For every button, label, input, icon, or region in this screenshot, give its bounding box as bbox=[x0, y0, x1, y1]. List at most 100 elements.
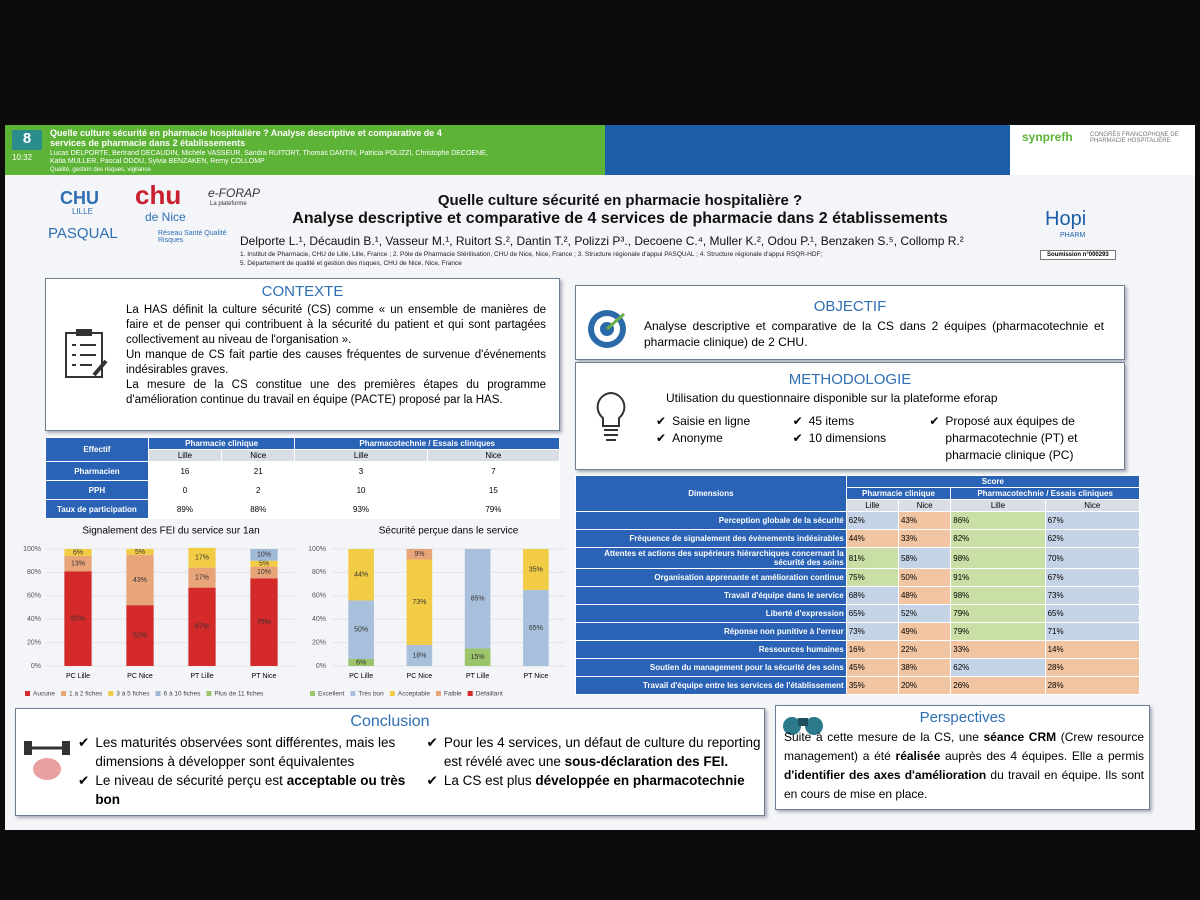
value-cell: 2 bbox=[221, 480, 296, 500]
row-label: Réponse non punitive à l'erreur bbox=[575, 622, 847, 641]
conclusion-text: Le niveau de sécurité perçu est acceptab… bbox=[95, 771, 414, 809]
bar-segment bbox=[348, 600, 374, 659]
objectif-box: OBJECTIF Analyse descriptive et comparat… bbox=[575, 285, 1125, 360]
value-cell: 45% bbox=[845, 658, 899, 677]
value-cell: 62% bbox=[1044, 529, 1141, 548]
value-cell: 49% bbox=[897, 622, 952, 641]
legend-label: Faible bbox=[444, 691, 462, 698]
bar-segment bbox=[406, 559, 433, 645]
sub-cell: Lille bbox=[950, 499, 1046, 512]
value-cell: 20% bbox=[897, 676, 952, 695]
legend-swatch bbox=[435, 691, 441, 696]
x-tick-label: PC Lille bbox=[349, 673, 373, 680]
value-label: 5% bbox=[135, 549, 145, 556]
value-cell: 79% bbox=[950, 622, 1046, 641]
sub-cell: Nice bbox=[426, 449, 561, 462]
chart-securite: Sécurité perçue dans le service 0% 20% 40% 6… bbox=[308, 526, 565, 698]
bar-segment bbox=[250, 566, 278, 579]
value-cell: 70% bbox=[1044, 547, 1141, 569]
y-tick-label: 20% bbox=[27, 639, 41, 646]
x-tick-label: PT Nice bbox=[252, 673, 277, 680]
value-cell: 89% bbox=[147, 499, 223, 519]
value-cell: 48% bbox=[897, 586, 952, 605]
row-label: Liberté d'expression bbox=[575, 604, 847, 623]
sub-cell: Nice bbox=[1044, 499, 1141, 512]
sub-cell: Nice bbox=[221, 449, 296, 462]
row-label: Organisation apprenante et amélioration … bbox=[575, 568, 847, 587]
value-label: 10% bbox=[257, 552, 271, 559]
value-cell: 0 bbox=[147, 480, 223, 500]
value-cell: 62% bbox=[950, 658, 1046, 677]
value-label: 17% bbox=[195, 555, 209, 562]
corner-cell: Dimensions bbox=[575, 475, 847, 512]
congress: CONGRÈS FRANCOPHONE DE PHARMACIE HOSPITA… bbox=[1090, 132, 1179, 144]
logo-pasqual: PASQUAL bbox=[48, 225, 118, 242]
text-run: auprès des 4 équipes. Elle a permis bbox=[940, 749, 1144, 763]
value-cell: 67% bbox=[1044, 511, 1141, 530]
text-run: développée en pharmacotechnie bbox=[535, 773, 745, 788]
legend-swatch bbox=[206, 691, 212, 696]
value-cell: 86% bbox=[950, 511, 1046, 530]
bar-segment bbox=[348, 549, 374, 601]
value-label: 85% bbox=[471, 596, 485, 603]
bar-segment bbox=[126, 605, 154, 666]
value-cell: 33% bbox=[897, 529, 952, 548]
group-cell: Pharmacie clinique bbox=[845, 487, 952, 500]
value-cell: 7 bbox=[426, 461, 561, 481]
bar-segment bbox=[250, 560, 278, 567]
logo-chu-lille: CHU bbox=[60, 188, 99, 208]
legend-label: Défaillant bbox=[476, 691, 503, 698]
header-title: Quelle culture sécurité en pharmacie hos… bbox=[50, 128, 442, 148]
value-cell: 98% bbox=[950, 547, 1046, 569]
logo-plateforme: La plateforme bbox=[210, 201, 247, 207]
value-cell: 28% bbox=[1044, 676, 1141, 695]
session-time: 10:32 bbox=[12, 153, 33, 162]
table: Dimensions Score Pharmacie clinique Pharmac… bbox=[575, 475, 1141, 695]
sub-cell: Lille bbox=[147, 449, 223, 462]
logo-chu-nice: chu bbox=[135, 180, 182, 210]
objectif-text: Analyse descriptive et comparative de la… bbox=[644, 319, 1104, 349]
bar-segment bbox=[126, 549, 154, 555]
legend-label: Plus de 11 fiches bbox=[214, 691, 264, 698]
corner-cell: Effectif bbox=[45, 437, 149, 462]
value-cell: 68% bbox=[845, 586, 899, 605]
row-label: Soutien du management pour la sécurité d… bbox=[575, 658, 847, 677]
poster-title-2: Analyse descriptive et comparative de 4 … bbox=[292, 210, 948, 227]
value-cell: 79% bbox=[426, 499, 561, 519]
bar-segment bbox=[188, 547, 216, 568]
methodologie-items: Saisie en ligneAnonyme 45 items10 dimensi… bbox=[656, 413, 1116, 464]
bar-segment bbox=[523, 549, 549, 590]
text-run: (Crew resource management) a été bbox=[784, 730, 1144, 763]
value-label: 15% bbox=[471, 654, 485, 661]
legend-swatch bbox=[25, 691, 30, 696]
perspectives-text: Suite à cette mesure de la CS, une séanc… bbox=[784, 728, 1144, 804]
conclusion-heading: Conclusion bbox=[350, 713, 430, 730]
objectif-heading: OBJECTIF bbox=[813, 298, 887, 315]
bar-segment bbox=[64, 571, 92, 666]
header-authors: Lucas DELPORTE, Bertrand DECAUDIN, Michè… bbox=[50, 150, 488, 165]
value-cell: 33% bbox=[950, 640, 1046, 659]
bar-segment bbox=[523, 589, 549, 666]
value-cell: 16 bbox=[147, 461, 223, 481]
row-label: Ressources humaines bbox=[575, 640, 847, 659]
text-run: du travail en équipe. Ils sont en cours … bbox=[784, 768, 1145, 801]
header-blue bbox=[605, 125, 1010, 175]
row: PPH 0 2 10 15 bbox=[45, 480, 561, 500]
header-theme: Qualité, gestion des risques, vigilance bbox=[50, 167, 151, 173]
legend-swatch bbox=[350, 691, 356, 696]
contexte-paragraph: La mesure de la CS constitue une des pre… bbox=[126, 379, 546, 406]
y-tick-label: 0% bbox=[31, 663, 41, 670]
value-cell: 71% bbox=[1044, 622, 1141, 641]
row: Travail d'équipe dans le service 68% 48% 98… bbox=[575, 586, 1141, 605]
text-run: séance CRM bbox=[983, 730, 1057, 744]
row: Réponse non punitive à l'erreur 73% 49% 79%… bbox=[575, 622, 1141, 641]
row-label: Perception globale de la sécurité bbox=[575, 511, 847, 530]
value-cell: 21 bbox=[221, 461, 296, 481]
value-cell: 88% bbox=[221, 499, 296, 519]
row: Ressources humaines 16% 22% 33% 14% bbox=[575, 640, 1141, 659]
value-cell: 35% bbox=[845, 676, 899, 695]
bar-segment bbox=[348, 658, 374, 666]
contexte-box: CONTEXTE La HAS définit la culture sécur… bbox=[45, 278, 560, 431]
value-label: 50% bbox=[354, 627, 368, 634]
value-label: 13% bbox=[71, 560, 85, 567]
